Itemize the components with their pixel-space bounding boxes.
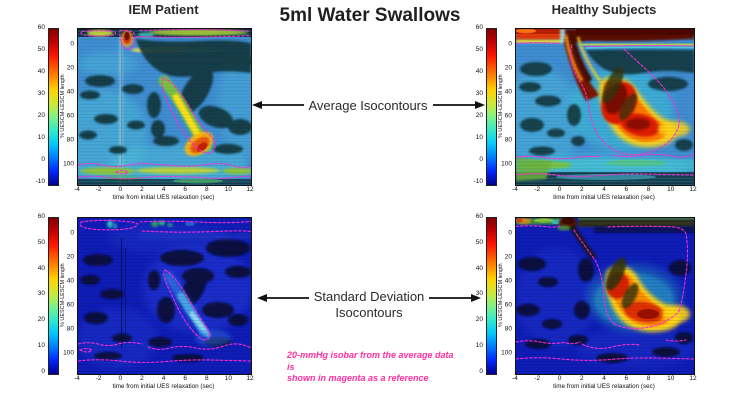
colorbar-ticks: 60 50 40 30 20 10 0 xyxy=(475,213,483,375)
colorbar-ticks: 60 50 40 30 20 10 0 -10 xyxy=(35,24,45,186)
heatmap-iem-average-svg xyxy=(78,29,251,185)
magenta-20mmHg-isobar xyxy=(78,219,251,363)
x-axis-label: time from initial UES relaxation (sec) xyxy=(553,194,655,201)
arrow-right-icon xyxy=(432,101,485,109)
heatmap-healthy-sd-svg xyxy=(516,218,694,374)
slide-title: 5ml Water Swallows xyxy=(279,5,461,26)
y-axis-ticks: 0 20 40 60 80 100 xyxy=(501,40,512,168)
arrow-right-icon xyxy=(429,294,482,302)
heatmap-iem-average xyxy=(77,28,252,186)
x-axis-label: time from initial UES relaxation (sec) xyxy=(112,383,215,390)
panel-iem-average: IEM Patient 60 50 40 30 20 10 0 -10 % UESCM-LES… xyxy=(30,2,254,204)
heatmap-iem-sd xyxy=(77,217,252,375)
colorbar xyxy=(486,28,497,186)
colorbar-ticks: 60 50 40 30 20 10 0 -10 xyxy=(473,24,483,186)
x-axis-label: time from initial UES relaxation (sec) xyxy=(112,194,215,201)
heatmap-healthy-average xyxy=(515,28,695,186)
x-axis-ticks: -4 -2 0 2 4 6 8 10 12 xyxy=(512,186,697,193)
sd-isocontours-row: Standard Deviation Isocontours xyxy=(251,289,487,320)
colorbar xyxy=(486,217,497,375)
heatmap-healthy-average-svg xyxy=(516,29,694,185)
magenta-20mmHg-isobar xyxy=(516,225,694,361)
x-axis-ticks: -4 -2 0 2 4 6 8 10 12 xyxy=(74,375,254,382)
y-axis-ticks: 0 20 40 60 80 100 xyxy=(501,229,512,357)
average-isocontours-row: Average Isocontours xyxy=(251,97,485,113)
colorbar xyxy=(48,28,59,186)
y-axis-ticks: 0 20 40 60 80 100 xyxy=(63,229,74,357)
panel-title: IEM Patient xyxy=(128,2,199,17)
magenta-reference-note: 20-mmHg isobar from the average data is … xyxy=(287,350,454,384)
arrow-left-icon xyxy=(251,101,304,109)
heatmap-healthy-sd xyxy=(515,217,695,375)
magenta-20mmHg-isobar xyxy=(516,42,694,177)
x-axis-label: time from initial UES relaxation (sec) xyxy=(553,383,655,390)
magenta-20mmHg-isobar xyxy=(78,29,251,180)
average-isocontours-label: Average Isocontours xyxy=(308,97,428,113)
panel-healthy-sd: 60 50 40 30 20 10 0 % UESCM-LESCM length 0 20 … xyxy=(468,191,697,393)
y-axis-ticks: 0 20 40 60 80 100 xyxy=(63,40,74,168)
sd-isocontours-label: Standard Deviation Isocontours xyxy=(313,289,425,320)
heatmap-iem-sd-svg xyxy=(78,218,251,374)
x-axis-ticks: -4 -2 0 2 4 6 8 10 12 xyxy=(74,186,254,193)
colorbar xyxy=(48,217,59,375)
panel-healthy-average: Healthy Subjects 60 50 40 30 20 10 0 -10 % UESC… xyxy=(468,2,697,204)
arrow-left-icon xyxy=(256,294,309,302)
panel-title: Healthy Subjects xyxy=(551,2,657,17)
colorbar-ticks: 60 50 40 30 20 10 0 xyxy=(37,213,45,375)
x-axis-ticks: -4 -2 0 2 4 6 8 10 12 xyxy=(512,375,697,382)
panel-iem-sd: 60 50 40 30 20 10 0 % UESCM-LESCM length 0 20 … xyxy=(30,191,254,393)
